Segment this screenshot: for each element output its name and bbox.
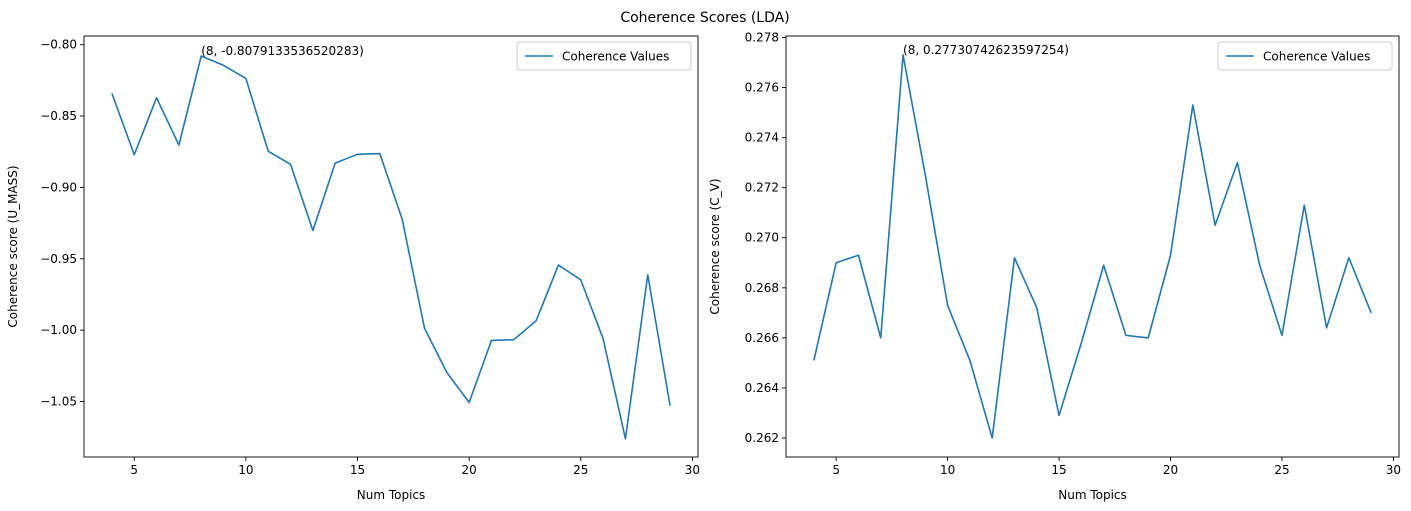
x-tick-label: 25 bbox=[1274, 463, 1289, 477]
y-tick-label: 0.270 bbox=[745, 231, 779, 245]
max-point-annotation: (8, -0.8079133536520283) bbox=[201, 44, 364, 58]
legend-label: Coherence Values bbox=[562, 50, 669, 64]
axes-frame bbox=[785, 35, 1400, 458]
y-tick-label: 0.278 bbox=[745, 31, 779, 45]
x-axis-label: Num Topics bbox=[1058, 488, 1127, 502]
x-tick-label: 30 bbox=[685, 463, 700, 477]
y-tick-label: −1.05 bbox=[40, 394, 77, 408]
y-tick-label: 0.264 bbox=[745, 381, 779, 395]
y-tick-label: −0.95 bbox=[40, 252, 77, 266]
x-tick-label: 25 bbox=[573, 463, 588, 477]
legend: Coherence Values bbox=[516, 41, 692, 71]
y-tick-label: 0.272 bbox=[745, 181, 779, 195]
x-tick-label: 10 bbox=[940, 463, 955, 477]
x-tick-label: 20 bbox=[1163, 463, 1178, 477]
y-tick-label: 0.262 bbox=[745, 431, 779, 445]
y-axis-label: Coherence score (U_MASS) bbox=[6, 165, 20, 327]
y-tick-label: −0.80 bbox=[40, 38, 77, 52]
x-tick-label: 20 bbox=[462, 463, 477, 477]
y-tick-label: −0.85 bbox=[40, 109, 77, 123]
x-tick-label: 30 bbox=[1386, 463, 1401, 477]
y-axis-label: Coherence score (C_V) bbox=[708, 178, 722, 314]
x-tick-label: 15 bbox=[350, 463, 365, 477]
y-tick-label: 0.266 bbox=[745, 331, 779, 345]
y-tick-label: 0.268 bbox=[745, 281, 779, 295]
x-axis-label: Num Topics bbox=[357, 488, 426, 502]
legend-label: Coherence Values bbox=[1263, 50, 1370, 64]
chart-1: 5 10 15 20 25 30 −1.05 −1.00 −0.95 −0.90 −0.85 −0.8… bbox=[6, 35, 700, 502]
x-tick-label: 15 bbox=[1051, 463, 1066, 477]
y-tick-label: −1.00 bbox=[40, 323, 77, 337]
legend-box bbox=[516, 41, 692, 71]
max-point-annotation: (8, 0.27730742623597254) bbox=[903, 43, 1069, 57]
x-tick-label: 5 bbox=[832, 463, 840, 477]
legend: Coherence Values bbox=[1217, 41, 1393, 71]
x-tick-label: 5 bbox=[130, 463, 138, 477]
legend-box bbox=[1217, 41, 1393, 71]
y-tick-label: 0.276 bbox=[745, 81, 779, 95]
chart-2: 5 10 15 20 25 30 0.262 0.264 0.266 0.268 0.270 0.27… bbox=[708, 31, 1401, 502]
x-tick-label: 10 bbox=[238, 463, 253, 477]
y-tick-label: −0.90 bbox=[40, 180, 77, 194]
series-line bbox=[111, 55, 671, 440]
plots-container: 5 10 15 20 25 30 −1.05 −1.00 −0.95 −0.90 −0.85 −0.8… bbox=[6, 31, 1401, 502]
axes-frame bbox=[83, 35, 699, 458]
figure-title: Coherence Scores (LDA) bbox=[620, 10, 789, 26]
series-line bbox=[813, 54, 1372, 439]
y-tick-label: 0.274 bbox=[745, 131, 779, 145]
